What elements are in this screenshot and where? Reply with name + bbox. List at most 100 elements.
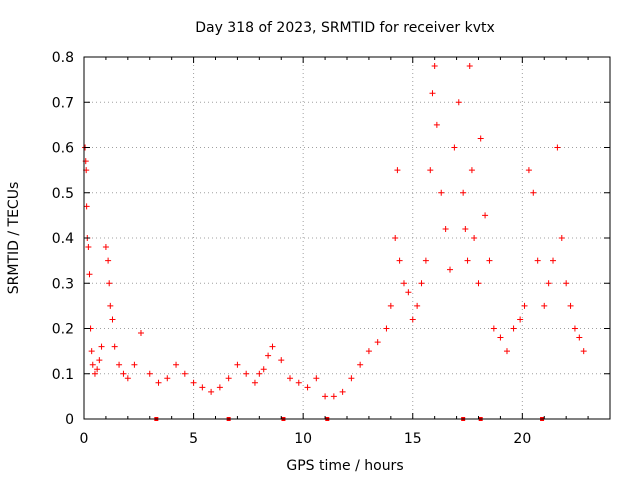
data-point <box>83 203 90 210</box>
data-point <box>409 316 416 323</box>
data-point <box>357 361 364 368</box>
y-tick-label: 0 <box>65 412 74 428</box>
grid-lines <box>84 57 610 419</box>
data-point <box>387 302 394 309</box>
data-point <box>181 370 188 377</box>
data-point <box>330 393 337 400</box>
data-point <box>576 334 583 341</box>
x-axis-label: GPS time / hours <box>286 458 403 474</box>
chart-title: Day 318 of 2023, SRMTID for receiver kvt… <box>195 20 495 36</box>
data-points <box>82 63 587 400</box>
data-point <box>91 370 98 377</box>
data-point <box>396 257 403 264</box>
data-point <box>124 375 131 382</box>
data-point <box>85 244 92 251</box>
data-point <box>414 302 421 309</box>
data-point <box>106 280 113 287</box>
data-point <box>265 352 272 359</box>
data-point <box>464 257 471 264</box>
data-point <box>418 280 425 287</box>
data-point <box>116 361 123 368</box>
data-point <box>517 316 524 323</box>
y-tick-label: 0.3 <box>52 276 74 292</box>
data-point <box>460 189 467 196</box>
data-point <box>490 325 497 332</box>
data-point <box>554 144 561 151</box>
data-point <box>256 370 263 377</box>
data-point <box>102 244 109 251</box>
data-point <box>438 189 445 196</box>
data-point <box>374 339 381 346</box>
data-point <box>477 135 484 142</box>
data-point <box>243 370 250 377</box>
data-point <box>225 375 232 382</box>
data-point <box>468 167 475 174</box>
data-point <box>107 302 114 309</box>
y-tick-label: 0.2 <box>52 322 74 338</box>
data-point <box>563 280 570 287</box>
data-point <box>392 235 399 241</box>
y-tick-labels: 0 0.1 0.2 0.3 0.4 0.5 0.6 0.7 0.8 <box>52 50 74 428</box>
data-point <box>348 375 355 382</box>
x-tick-label: 20 <box>513 431 531 447</box>
data-point <box>510 325 517 332</box>
y-axis-label: SRMTID / TECUs <box>6 182 22 295</box>
data-point <box>86 271 93 278</box>
data-point <box>497 334 504 341</box>
data-point <box>482 212 489 219</box>
data-point <box>322 393 329 400</box>
data-point <box>427 167 434 174</box>
data-point <box>422 257 429 264</box>
data-point <box>120 370 127 377</box>
data-point <box>394 167 401 174</box>
data-point <box>567 302 574 309</box>
data-point <box>131 361 138 368</box>
data-point <box>503 348 510 355</box>
data-point <box>466 63 473 70</box>
x-tick-label: 15 <box>404 431 422 447</box>
data-point <box>571 325 578 332</box>
data-point <box>190 379 197 386</box>
data-point <box>530 189 537 196</box>
data-point <box>541 302 548 309</box>
data-point <box>88 348 95 355</box>
data-point <box>234 361 241 368</box>
x-tick-label: 0 <box>80 431 89 447</box>
data-point <box>173 361 180 368</box>
y-tick-label: 0.4 <box>52 231 74 247</box>
data-point <box>442 225 449 232</box>
data-point <box>451 144 458 151</box>
data-point <box>433 121 440 128</box>
y-tick-label: 0.7 <box>52 95 74 111</box>
x-tick-label: 5 <box>189 431 198 447</box>
data-point <box>400 280 407 287</box>
data-point <box>471 235 478 241</box>
data-point <box>251 379 258 386</box>
data-point <box>550 257 557 264</box>
data-point <box>580 348 587 355</box>
y-tick-label: 0.8 <box>52 50 74 66</box>
data-point <box>475 280 482 287</box>
data-point <box>137 330 144 337</box>
data-point <box>109 316 116 323</box>
data-point <box>521 302 528 309</box>
y-tick-label: 0.1 <box>52 367 74 383</box>
data-point <box>208 388 215 395</box>
data-point <box>365 348 372 355</box>
data-point <box>278 357 285 364</box>
data-point <box>287 375 294 382</box>
data-point <box>304 384 311 391</box>
data-point <box>339 388 346 395</box>
data-point <box>462 225 469 232</box>
data-point <box>431 63 438 70</box>
data-point <box>94 366 101 373</box>
data-point <box>105 257 112 264</box>
axis-ticks <box>83 56 610 420</box>
data-point <box>98 343 105 350</box>
data-point <box>89 361 96 368</box>
data-point <box>383 325 390 332</box>
plot-frame <box>83 56 611 420</box>
data-point <box>558 235 565 241</box>
x-tick-label: 10 <box>294 431 312 447</box>
